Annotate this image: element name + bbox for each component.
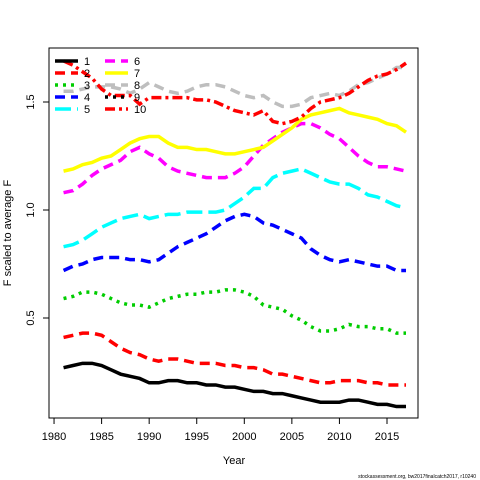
legend-label: 10 xyxy=(134,104,146,116)
legend-label: 6 xyxy=(134,56,140,68)
legend-label: 3 xyxy=(84,80,90,92)
legend-label: 1 xyxy=(84,56,90,68)
legend-label: 7 xyxy=(134,68,140,80)
series-line xyxy=(63,361,407,409)
series-line xyxy=(63,167,407,249)
series-line xyxy=(63,331,407,387)
legend-label: 5 xyxy=(84,104,90,116)
x-tick-label: 2000 xyxy=(232,431,256,443)
x-tick-label: 2005 xyxy=(280,431,304,443)
x-tick-label: 2010 xyxy=(327,431,351,443)
footnote: stockassessment.org, bw2017finalcatch201… xyxy=(358,474,476,480)
legend-label: 4 xyxy=(84,92,90,104)
x-tick-label: 1990 xyxy=(137,431,161,443)
x-tick-label: 1995 xyxy=(184,431,208,443)
y-axis-label: F scaled to average F xyxy=(2,180,14,287)
series-line xyxy=(63,288,407,335)
series-line xyxy=(63,106,407,173)
legend-label: 9 xyxy=(134,92,140,104)
series-line xyxy=(62,59,407,126)
x-tick-label: 2015 xyxy=(375,431,399,443)
plot-frame xyxy=(48,47,419,419)
y-tick-label: 0.5 xyxy=(25,310,37,325)
y-tick-label: 1.5 xyxy=(25,94,37,109)
x-axis-label: Year xyxy=(223,455,246,467)
x-tick-label: 1985 xyxy=(89,431,113,443)
x-tick-label: 1980 xyxy=(42,431,66,443)
series-line xyxy=(63,121,407,195)
series-line xyxy=(63,65,407,109)
legend-label: 8 xyxy=(134,80,140,92)
legend-label: 2 xyxy=(84,68,90,80)
y-tick-label: 1.0 xyxy=(25,202,37,217)
